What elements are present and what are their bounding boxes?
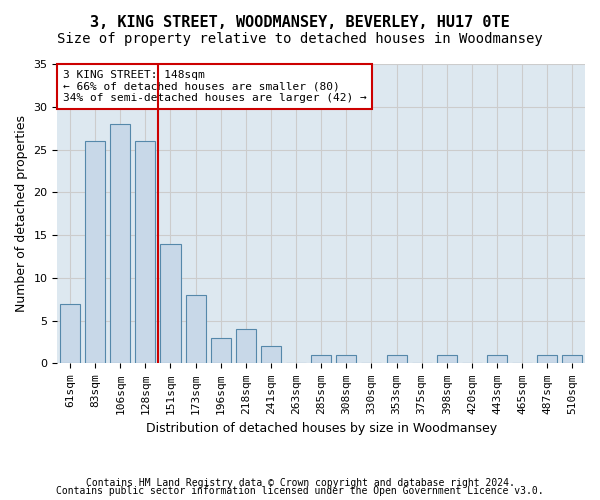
Bar	[261, 346, 281, 364]
Bar	[60, 304, 80, 364]
Text: 3 KING STREET: 148sqm
← 66% of detached houses are smaller (80)
34% of semi-deta: 3 KING STREET: 148sqm ← 66% of detached …	[62, 70, 367, 103]
Bar	[487, 355, 507, 364]
Text: Contains public sector information licensed under the Open Government Licence v3: Contains public sector information licen…	[56, 486, 544, 496]
Bar	[85, 141, 105, 364]
Bar	[311, 355, 331, 364]
Bar	[185, 295, 206, 364]
Text: 3, KING STREET, WOODMANSEY, BEVERLEY, HU17 0TE: 3, KING STREET, WOODMANSEY, BEVERLEY, HU…	[90, 15, 510, 30]
X-axis label: Distribution of detached houses by size in Woodmansey: Distribution of detached houses by size …	[146, 422, 497, 435]
Bar	[236, 329, 256, 364]
Bar	[437, 355, 457, 364]
Text: Size of property relative to detached houses in Woodmansey: Size of property relative to detached ho…	[57, 32, 543, 46]
Text: Contains HM Land Registry data © Crown copyright and database right 2024.: Contains HM Land Registry data © Crown c…	[86, 478, 514, 488]
Bar	[336, 355, 356, 364]
Bar	[110, 124, 130, 364]
Bar	[211, 338, 231, 363]
Bar	[386, 355, 407, 364]
Bar	[135, 141, 155, 364]
Bar	[537, 355, 557, 364]
Bar	[562, 355, 583, 364]
Bar	[160, 244, 181, 364]
Y-axis label: Number of detached properties: Number of detached properties	[15, 115, 28, 312]
